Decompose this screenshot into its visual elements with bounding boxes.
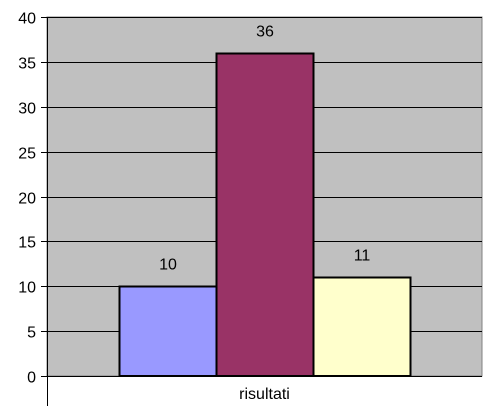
data-label-2: 36: [256, 24, 274, 41]
y-tick-label: 10: [18, 280, 36, 297]
bar-3: [312, 276, 412, 377]
y-tick-label: 20: [18, 191, 36, 208]
y-tick-labels: 0 5 10 15 20 25 30 35 40: [18, 11, 36, 387]
y-tick-label: 40: [18, 11, 36, 28]
bar-1: [118, 285, 218, 377]
y-tick-label: 30: [18, 101, 36, 118]
y-tick-label: 35: [18, 56, 36, 73]
x-category-label: risultati: [239, 386, 290, 403]
y-tick-label: 25: [18, 146, 36, 163]
y-tick-label: 5: [27, 325, 36, 342]
bars: [118, 52, 412, 377]
y-tick-label: 15: [18, 235, 36, 252]
axes: [41, 17, 482, 406]
data-label-1: 10: [159, 257, 177, 274]
data-label-3: 11: [354, 248, 371, 265]
bar-2: [215, 52, 315, 377]
x-category-labels: risultati: [239, 386, 290, 403]
y-tick-label: 0: [27, 370, 36, 387]
data-labels: 10 36 11: [159, 24, 370, 274]
